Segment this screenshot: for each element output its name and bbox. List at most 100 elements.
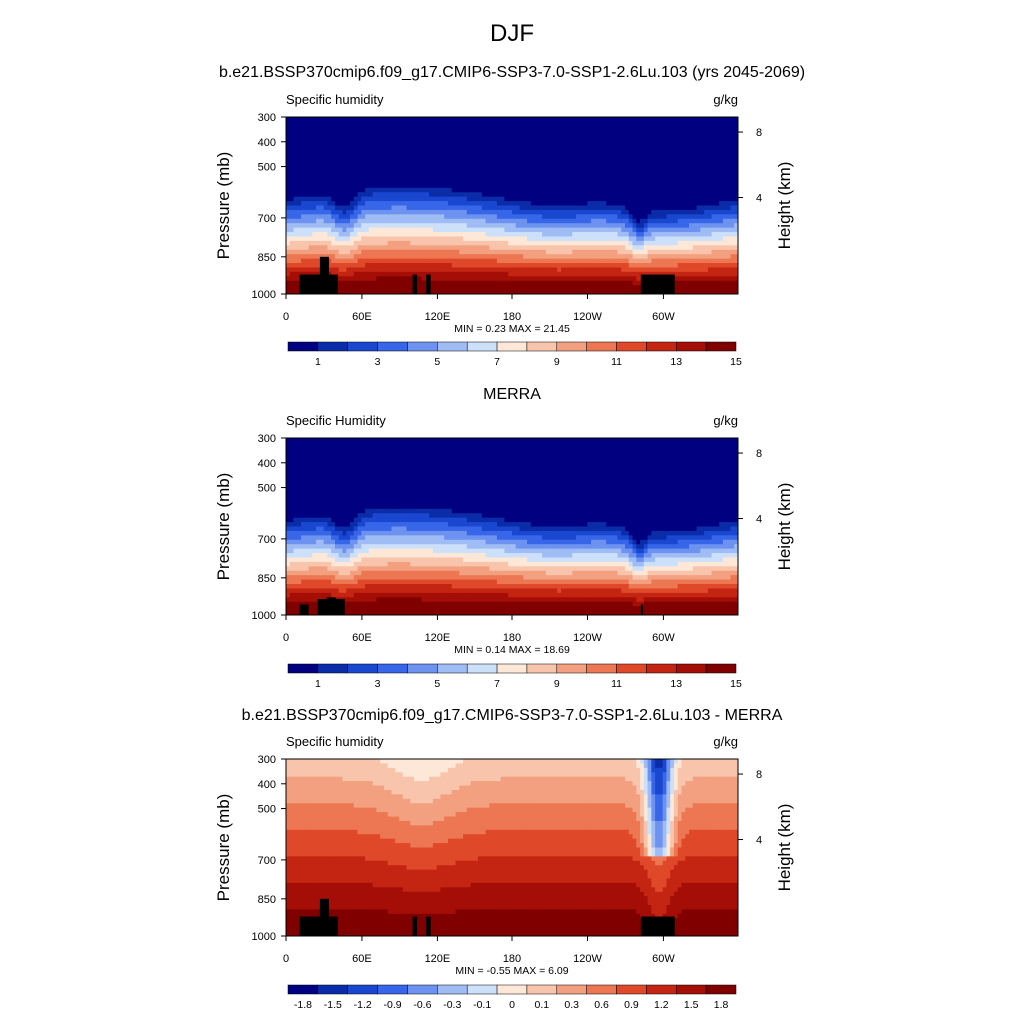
contour-cell xyxy=(470,236,475,242)
contour-cell xyxy=(613,161,618,167)
contour-cell xyxy=(572,263,577,268)
contour-cell xyxy=(402,174,408,180)
contour-cell xyxy=(451,214,456,220)
contour-cell xyxy=(609,271,615,277)
contour-cell xyxy=(301,240,306,246)
contour-cell xyxy=(365,280,370,286)
contour-cell xyxy=(417,223,423,229)
contour-cell xyxy=(485,117,490,122)
contour-cell xyxy=(591,152,596,158)
contour-cell xyxy=(666,143,671,149)
contour-cell xyxy=(617,276,622,282)
contour-cell xyxy=(621,183,626,189)
contour-cell xyxy=(406,117,411,122)
contour-cell xyxy=(598,227,603,233)
contour-cell xyxy=(357,267,362,273)
contour-cell xyxy=(346,117,351,122)
contour-cell xyxy=(361,117,366,122)
contour-cell xyxy=(312,263,317,268)
contour-cell xyxy=(350,178,355,184)
contour-cell xyxy=(726,121,731,127)
contour-cell xyxy=(512,165,517,171)
contour-cell xyxy=(459,165,464,171)
contour-cell xyxy=(425,152,430,158)
contour-cell xyxy=(696,254,701,260)
contour-cell xyxy=(289,156,295,162)
contour-cell xyxy=(689,209,694,215)
contour-cell xyxy=(704,249,709,255)
contour-cell xyxy=(496,183,502,189)
contour-cell xyxy=(598,152,603,158)
contour-cell xyxy=(640,187,645,193)
contour-cell xyxy=(421,214,426,220)
contour-cell xyxy=(447,227,453,233)
contour-cell xyxy=(470,165,475,171)
contour-cell xyxy=(410,143,415,149)
contour-cell xyxy=(527,143,532,149)
contour-cell xyxy=(553,143,558,149)
contour-cell xyxy=(670,223,675,229)
contour-cell xyxy=(289,276,295,282)
contour-cell xyxy=(681,170,686,176)
contour-cell xyxy=(651,245,656,251)
contour-cell xyxy=(734,156,739,162)
contour-cell xyxy=(319,170,325,176)
contour-cell xyxy=(545,134,551,140)
contour-cell xyxy=(696,276,701,282)
contour-cell xyxy=(545,156,551,162)
contour-cell xyxy=(350,130,355,136)
contour-cell xyxy=(621,139,626,145)
contour-cell xyxy=(455,223,460,229)
contour-cell xyxy=(293,548,298,554)
contour-cell xyxy=(365,117,370,122)
contour-cell xyxy=(583,174,588,180)
contour-cell xyxy=(286,178,291,184)
contour-cell xyxy=(376,121,381,127)
contour-cell xyxy=(432,196,438,202)
contour-cell xyxy=(308,254,313,260)
contour-cell xyxy=(331,249,336,255)
contour-cell xyxy=(440,183,445,189)
contour-cell xyxy=(647,205,652,211)
contour-cell xyxy=(289,451,295,457)
contour-cell xyxy=(515,276,521,282)
contour-cell xyxy=(429,258,434,264)
contour-cell xyxy=(425,130,430,136)
contour-cell xyxy=(704,285,709,291)
contour-cell xyxy=(425,121,430,127)
contour-cell xyxy=(286,183,291,189)
contour-cell xyxy=(376,232,381,237)
contour-cell xyxy=(421,223,426,229)
contour-cell xyxy=(365,156,370,162)
contour-cell xyxy=(730,232,735,237)
contour-cell xyxy=(414,192,419,198)
contour-cell xyxy=(463,263,468,268)
contour-cell xyxy=(327,117,332,122)
contour-cell xyxy=(666,240,671,246)
contour-cell xyxy=(722,245,728,251)
contour-cell xyxy=(399,218,404,224)
contour-cell xyxy=(350,240,355,246)
contour-cell xyxy=(481,209,487,215)
contour-cell xyxy=(342,201,347,206)
contour-cell xyxy=(474,183,479,189)
contour-cell xyxy=(293,451,298,457)
contour-cell xyxy=(425,223,430,229)
contour-cell xyxy=(689,178,694,184)
contour-cell xyxy=(658,196,664,202)
contour-cell xyxy=(417,267,423,273)
contour-cell xyxy=(474,174,479,180)
contour-cell xyxy=(666,117,671,122)
contour-cell xyxy=(466,245,472,251)
contour-cell xyxy=(410,187,415,193)
contour-cell xyxy=(459,161,464,167)
contour-cell xyxy=(587,285,592,291)
contour-cell xyxy=(289,584,295,589)
contour-cell xyxy=(625,183,630,189)
contour-cell xyxy=(361,223,366,229)
contour-cell xyxy=(406,271,411,277)
contour-cell xyxy=(530,161,536,167)
contour-cell xyxy=(673,156,679,162)
contour-cell xyxy=(545,254,551,260)
contour-cell xyxy=(602,130,607,136)
